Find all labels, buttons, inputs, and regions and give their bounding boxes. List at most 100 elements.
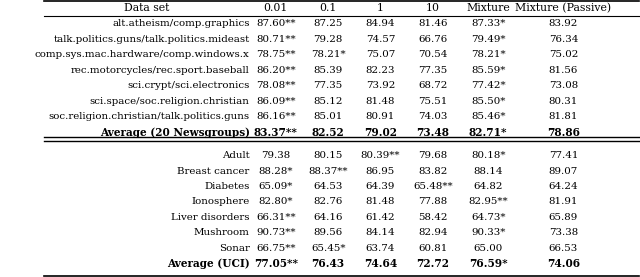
Text: 60.81: 60.81 <box>418 244 447 253</box>
Text: 74.03: 74.03 <box>418 112 447 121</box>
Text: 86.95: 86.95 <box>366 166 395 176</box>
Text: 65.00: 65.00 <box>474 244 503 253</box>
Text: 78.21*: 78.21* <box>471 50 506 59</box>
Text: 64.73*: 64.73* <box>471 213 506 222</box>
Text: 77.41: 77.41 <box>548 151 578 160</box>
Text: Mushroom: Mushroom <box>194 229 250 237</box>
Text: 89.07: 89.07 <box>549 166 578 176</box>
Text: 86.16**: 86.16** <box>256 112 296 121</box>
Text: 84.14: 84.14 <box>365 229 396 237</box>
Text: 83.37**: 83.37** <box>254 127 298 138</box>
Text: 77.88: 77.88 <box>418 198 447 206</box>
Text: 73.08: 73.08 <box>549 81 578 90</box>
Text: 73.48: 73.48 <box>417 127 449 138</box>
Text: 87.33*: 87.33* <box>471 19 506 29</box>
Text: 73.92: 73.92 <box>366 81 395 90</box>
Text: Data set: Data set <box>124 3 170 14</box>
Text: 70.54: 70.54 <box>418 50 447 59</box>
Text: 82.71*: 82.71* <box>469 127 508 138</box>
Text: 81.48: 81.48 <box>365 198 396 206</box>
Text: 76.34: 76.34 <box>548 35 578 44</box>
Text: 63.74: 63.74 <box>366 244 395 253</box>
Text: 74.57: 74.57 <box>366 35 395 44</box>
Text: 64.82: 64.82 <box>474 182 503 191</box>
Text: 79.28: 79.28 <box>314 35 343 44</box>
Text: 64.24: 64.24 <box>548 182 579 191</box>
Text: Mixture (Passive): Mixture (Passive) <box>515 3 611 14</box>
Text: 87.25: 87.25 <box>314 19 343 29</box>
Text: 85.39: 85.39 <box>314 66 343 75</box>
Text: 65.09*: 65.09* <box>259 182 293 191</box>
Text: soc.religion.christian/talk.politics.guns: soc.religion.christian/talk.politics.gun… <box>49 112 250 121</box>
Text: Breast cancer: Breast cancer <box>177 166 250 176</box>
Text: 79.02: 79.02 <box>364 127 397 138</box>
Text: 82.76: 82.76 <box>314 198 343 206</box>
Text: 85.01: 85.01 <box>314 112 343 121</box>
Text: 85.46*: 85.46* <box>471 112 506 121</box>
Text: 76.59*: 76.59* <box>469 258 508 270</box>
Text: 81.46: 81.46 <box>418 19 447 29</box>
Text: 78.08**: 78.08** <box>256 81 296 90</box>
Text: 1: 1 <box>377 3 384 14</box>
Text: 83.92: 83.92 <box>548 19 578 29</box>
Text: 75.07: 75.07 <box>366 50 395 59</box>
Text: 80.15: 80.15 <box>314 151 343 160</box>
Text: comp.sys.mac.hardware/comp.windows.x: comp.sys.mac.hardware/comp.windows.x <box>35 50 250 59</box>
Text: 90.33*: 90.33* <box>471 229 506 237</box>
Text: 61.42: 61.42 <box>365 213 396 222</box>
Text: Adult: Adult <box>222 151 250 160</box>
Text: 87.60**: 87.60** <box>256 19 296 29</box>
Text: 65.48**: 65.48** <box>413 182 452 191</box>
Text: 82.94: 82.94 <box>418 229 447 237</box>
Text: 64.53: 64.53 <box>314 182 343 191</box>
Text: 80.18*: 80.18* <box>471 151 506 160</box>
Text: 82.52: 82.52 <box>312 127 344 138</box>
Text: 77.42*: 77.42* <box>471 81 506 90</box>
Text: 10: 10 <box>426 3 440 14</box>
Text: 0.1: 0.1 <box>319 3 337 14</box>
Text: 82.23: 82.23 <box>365 66 396 75</box>
Text: 66.76: 66.76 <box>418 35 447 44</box>
Text: 79.38: 79.38 <box>261 151 291 160</box>
Text: 88.14: 88.14 <box>474 166 503 176</box>
Text: 73.38: 73.38 <box>549 229 578 237</box>
Text: 88.37**: 88.37** <box>308 166 348 176</box>
Text: 78.86: 78.86 <box>547 127 580 138</box>
Text: 64.16: 64.16 <box>314 213 343 222</box>
Text: 83.82: 83.82 <box>418 166 447 176</box>
Text: 66.53: 66.53 <box>549 244 578 253</box>
Text: 65.89: 65.89 <box>549 213 578 222</box>
Text: 75.51: 75.51 <box>418 97 447 106</box>
Text: 81.56: 81.56 <box>548 66 578 75</box>
Text: 89.56: 89.56 <box>314 229 343 237</box>
Text: 80.39**: 80.39** <box>361 151 400 160</box>
Text: 85.12: 85.12 <box>314 97 343 106</box>
Text: Average (20 Newsgroups): Average (20 Newsgroups) <box>100 127 250 138</box>
Text: 82.95**: 82.95** <box>468 198 508 206</box>
Text: 82.80*: 82.80* <box>259 198 293 206</box>
Text: Mixture: Mixture <box>467 3 510 14</box>
Text: Diabetes: Diabetes <box>204 182 250 191</box>
Text: 80.31: 80.31 <box>548 97 578 106</box>
Text: 84.94: 84.94 <box>365 19 396 29</box>
Text: 66.75**: 66.75** <box>256 244 296 253</box>
Text: 79.68: 79.68 <box>418 151 447 160</box>
Text: 85.59*: 85.59* <box>471 66 506 75</box>
Text: 72.72: 72.72 <box>417 258 449 270</box>
Text: 88.28*: 88.28* <box>259 166 293 176</box>
Text: 75.02: 75.02 <box>548 50 578 59</box>
Text: Average (UCI): Average (UCI) <box>167 258 250 270</box>
Text: 66.31**: 66.31** <box>256 213 296 222</box>
Text: 81.48: 81.48 <box>365 97 396 106</box>
Text: Ionosphere: Ionosphere <box>191 198 250 206</box>
Text: 80.91: 80.91 <box>366 112 395 121</box>
Text: 65.45*: 65.45* <box>311 244 346 253</box>
Text: 90.73**: 90.73** <box>256 229 296 237</box>
Text: 81.91: 81.91 <box>548 198 578 206</box>
Text: 80.71**: 80.71** <box>256 35 296 44</box>
Text: 79.49*: 79.49* <box>471 35 506 44</box>
Text: alt.atheism/comp.graphics: alt.atheism/comp.graphics <box>112 19 250 29</box>
Text: 86.09**: 86.09** <box>256 97 296 106</box>
Text: 77.05**: 77.05** <box>254 258 298 270</box>
Text: sci.crypt/sci.electronics: sci.crypt/sci.electronics <box>127 81 250 90</box>
